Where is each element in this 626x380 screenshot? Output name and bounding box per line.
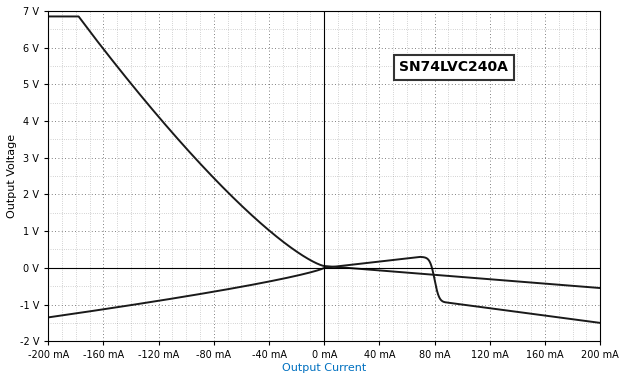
Y-axis label: Output Voltage: Output Voltage [7, 134, 17, 218]
Text: SN74LVC240A: SN74LVC240A [399, 60, 508, 74]
X-axis label: Output Current: Output Current [282, 363, 366, 373]
